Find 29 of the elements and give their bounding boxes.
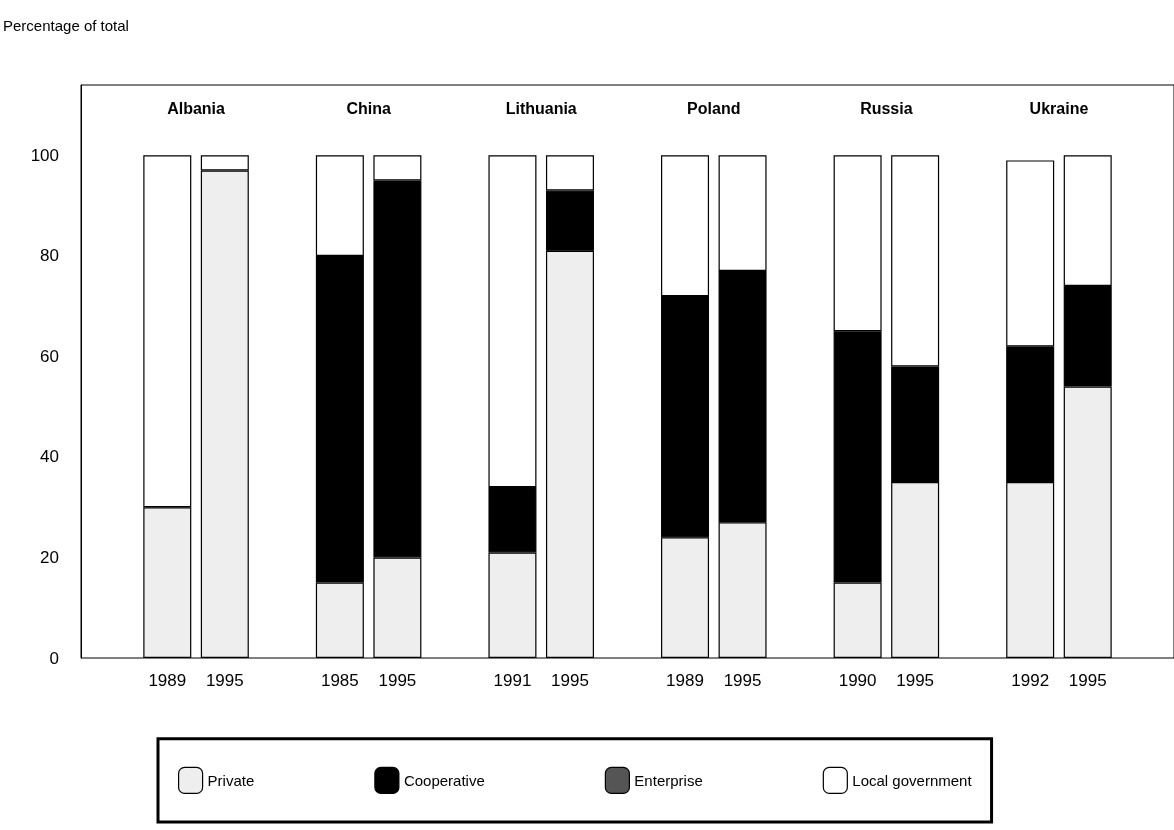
x-tick-label: 1985 <box>320 671 359 690</box>
legend-label: Enterprise <box>634 771 703 789</box>
y-tick-label: 100 <box>30 145 59 165</box>
x-tick-label: 1995 <box>551 671 589 690</box>
annotation: Ukraine <box>1029 99 1089 117</box>
y-tick-label: 20 <box>40 547 59 567</box>
x-tick-label: 1995 <box>896 671 935 690</box>
y-tick-label: 0 <box>49 648 59 668</box>
x-tick-label: 1991 <box>493 671 532 690</box>
annotation: Albania <box>167 99 226 117</box>
x-tick-label: 1995 <box>205 671 244 690</box>
x-tick-label: 1992 <box>1011 671 1050 690</box>
annotation: China <box>346 99 391 117</box>
x-tick-label: 1995 <box>723 671 762 690</box>
x-tick-label: 1989 <box>666 671 704 690</box>
y-tick-label: 40 <box>40 447 59 467</box>
annotation: Poland <box>687 99 741 117</box>
y-axis-title: Percentage of total <box>3 17 129 34</box>
x-tick-label: 1995 <box>378 671 417 690</box>
x-tick-label: 1995 <box>1068 671 1107 690</box>
annotation: Russia <box>860 99 913 117</box>
x-tick-label: 1989 <box>148 671 187 690</box>
y-tick-label: 60 <box>40 346 59 366</box>
legend-label: Cooperative <box>403 771 485 789</box>
y-tick-label: 80 <box>40 246 59 266</box>
legend-label: Local government <box>852 771 973 789</box>
legend-label: Private <box>207 771 255 789</box>
x-tick-label: 1990 <box>838 671 877 690</box>
annotation: Lithuania <box>505 99 577 117</box>
